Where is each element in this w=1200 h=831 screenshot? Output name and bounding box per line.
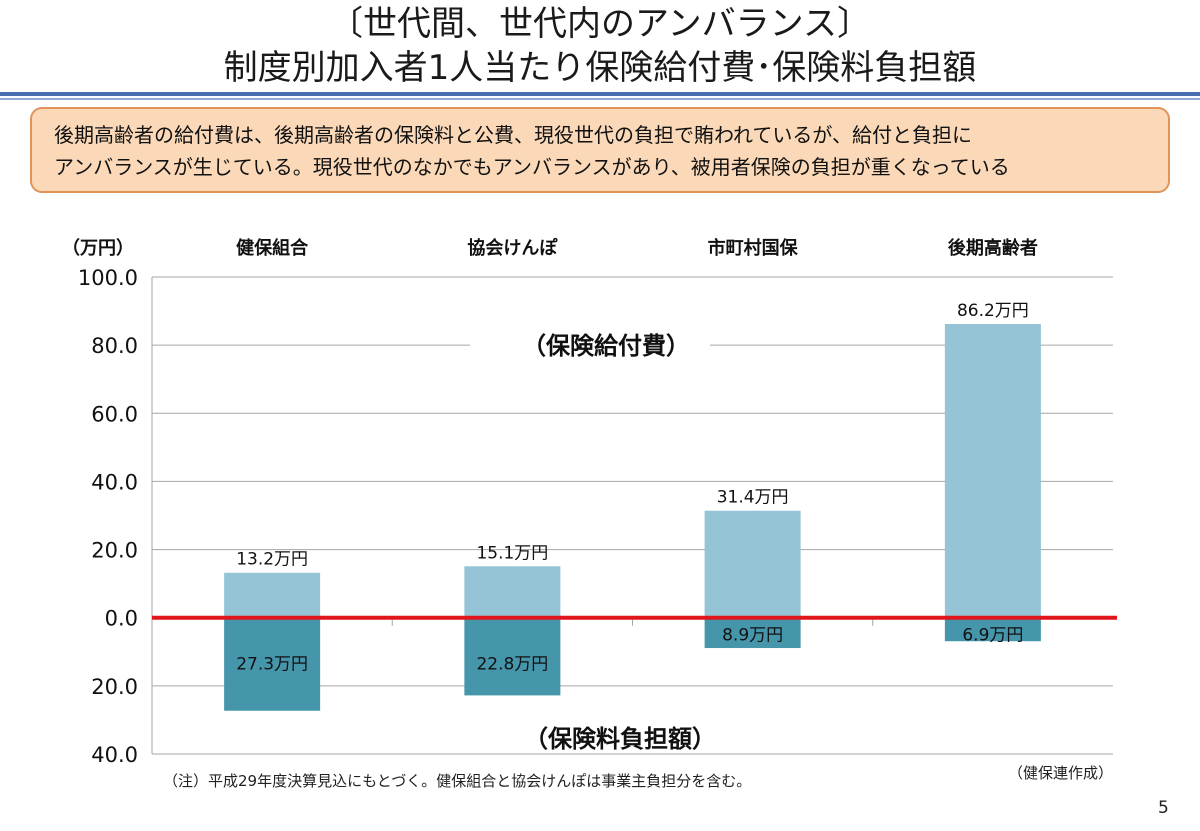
benefit-value-label: 13.2万円 (236, 550, 308, 570)
y-tick-label: 20.0 (91, 675, 138, 699)
y-tick-label: 100.0 (78, 266, 138, 290)
page-title-line1: 〔世代間、世代内のアンバランス〕 (329, 4, 871, 44)
y-tick-label: 20.0 (91, 539, 138, 563)
page-title-line2: 制度別加入者1人当たり保険給付費･保険料負担額 (223, 48, 977, 88)
premium-value-label: 8.9万円 (722, 626, 783, 646)
source-note: （健保連作成） (1008, 764, 1114, 782)
category-label: 協会けんぽ (467, 237, 558, 259)
y-tick-label: 60.0 (91, 402, 138, 426)
premium-value-label: 27.3万円 (236, 655, 308, 675)
premium-bar (944, 617, 1041, 642)
premium-bar (704, 617, 801, 649)
premium-value-label: 22.8万円 (476, 655, 548, 675)
benefit-value-label: 31.4万円 (717, 488, 789, 508)
callout-line1: 後期高齢者の給付費は、後期高齢者の保険料と公費、現役世代の負担で賄われているが、… (54, 123, 972, 147)
premium-value-label: 6.9万円 (962, 626, 1023, 646)
header-rule-thin (0, 98, 1200, 100)
unit-label: （万円） (62, 238, 134, 259)
benefit-bar (464, 566, 561, 618)
summary-callout: 後期高齢者の給付費は、後期高齢者の保険料と公費、現役世代の負担で賄われているが、… (30, 107, 1170, 193)
benefit-value-label: 15.1万円 (476, 543, 548, 563)
category-label: 市町村国保 (708, 237, 799, 259)
footnote: （注）平成29年度決算見込にもとづく。健保組合と協会けんぽは事業主負担分を含む。 (163, 772, 752, 790)
premium-bar (464, 617, 561, 696)
y-tick-label: 0.0 (105, 607, 138, 631)
section-label-benefit: （保険給付費） (522, 332, 690, 360)
header-rule (0, 92, 1200, 96)
benefit-bar (944, 324, 1041, 618)
category-label: 後期高齢者 (948, 237, 1038, 259)
y-tick-label: 40.0 (91, 470, 138, 494)
section-label-premium: （保険料負担額） (524, 725, 716, 753)
section-label-bg (470, 328, 710, 362)
category-label: 健保組合 (236, 237, 309, 259)
benefit-bar (704, 510, 801, 618)
callout-line2: アンバランスが生じている。現役世代のなかでもアンバランスがあり、被用者保険の負担… (54, 155, 1010, 179)
page-number: 5 (1158, 798, 1169, 818)
y-tick-label: 40.0 (91, 743, 138, 767)
y-tick-label: 80.0 (91, 334, 138, 358)
benefit-value-label: 86.2万円 (957, 301, 1029, 321)
premium-bar (224, 617, 321, 711)
benefit-bar (224, 572, 321, 618)
